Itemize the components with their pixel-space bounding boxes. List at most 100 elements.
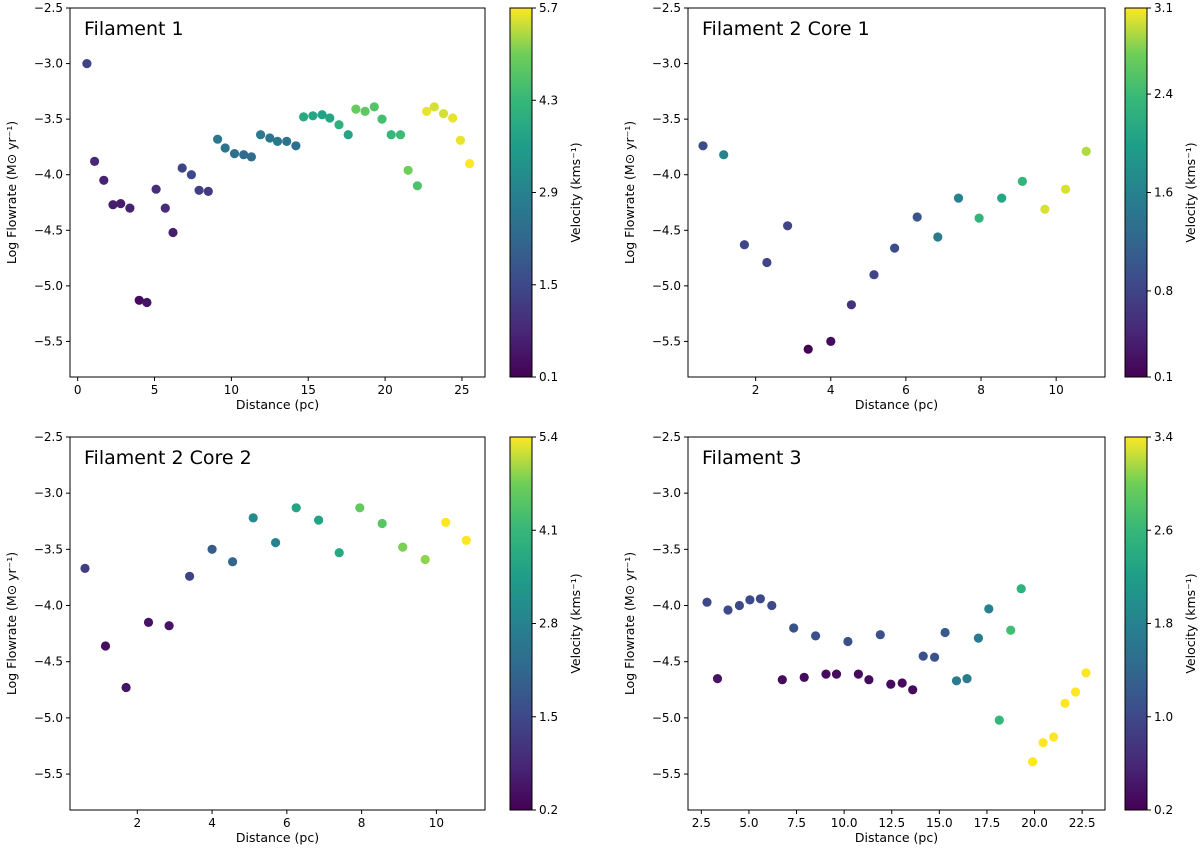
data-point (377, 114, 387, 124)
data-point (698, 141, 708, 151)
data-point (962, 674, 972, 684)
data-point (116, 199, 126, 209)
colorbar-label: Velocity (kms⁻¹) (1183, 142, 1198, 242)
y-tick-label: −4.0 (652, 599, 681, 613)
data-point (99, 175, 109, 185)
data-point (291, 503, 301, 513)
data-point (745, 595, 755, 605)
data-point (271, 538, 281, 548)
colorbar-label: Velocity (kms⁻¹) (568, 142, 583, 242)
data-point (272, 136, 283, 146)
colorbar-tick-label: 4.1 (539, 523, 558, 537)
data-point (918, 651, 928, 661)
y-tick-label: −3.0 (652, 57, 681, 71)
data-point (853, 669, 864, 679)
data-point (420, 554, 430, 565)
x-tick-label: 6 (283, 816, 291, 830)
data-point (220, 143, 230, 153)
data-point (334, 548, 344, 558)
x-tick-label: 2 (752, 383, 760, 397)
colorbar-tick-label: 0.1 (539, 370, 558, 384)
data-point (702, 597, 712, 607)
y-tick-label: −5.5 (652, 334, 681, 348)
data-point (869, 270, 879, 280)
data-point (994, 715, 1004, 725)
colorbar-tick-label: 1.5 (539, 710, 558, 724)
y-tick-label: −5.5 (652, 767, 681, 781)
data-point (1038, 738, 1048, 748)
data-point (734, 600, 745, 611)
data-point (864, 675, 874, 685)
data-point (789, 623, 799, 633)
data-point (821, 669, 831, 679)
y-tick-label: −5.5 (34, 767, 63, 781)
data-point (317, 110, 327, 120)
x-tick-label: 20 (377, 383, 392, 397)
plot-frame (69, 7, 486, 378)
data-point (912, 212, 922, 222)
data-point (314, 515, 324, 525)
colorbar (510, 8, 532, 377)
data-point (108, 200, 118, 210)
data-point (739, 240, 750, 250)
data-point (777, 675, 787, 685)
data-point (1081, 668, 1091, 678)
data-point (1061, 184, 1071, 194)
data-point (308, 111, 318, 121)
data-point (386, 130, 396, 140)
y-tick-label: −3.5 (652, 542, 681, 556)
colorbar-tick-label: 1.0 (1154, 710, 1173, 724)
data-point (974, 213, 984, 223)
colorbar-tick-label: 2.4 (1154, 87, 1173, 101)
data-point (360, 106, 370, 116)
data-point (186, 170, 196, 180)
plot-frame (687, 436, 1106, 811)
panel-title: Filament 3 (702, 447, 802, 469)
data-point (194, 185, 204, 195)
x-tick-label: 22.5 (1069, 816, 1096, 830)
colorbar-tick-label: 4.3 (539, 93, 558, 107)
data-point (811, 631, 821, 641)
colorbar-tick-label: 0.2 (1154, 803, 1173, 817)
y-tick-label: −5.0 (652, 711, 681, 725)
data-point (438, 109, 449, 119)
y-tick-label: −3.5 (34, 542, 63, 556)
data-point (448, 113, 458, 123)
x-tick-label: 15 (301, 383, 316, 397)
colorbar-tick-label: 5.4 (539, 430, 558, 444)
data-point (185, 571, 195, 581)
x-tick-label: 10 (224, 383, 239, 397)
data-point (762, 257, 772, 268)
y-axis-label: Log Flowrate (M⊙ yr⁻¹) (622, 552, 637, 695)
colorbar (1125, 437, 1147, 810)
x-axis-label: Distance (pc) (236, 397, 319, 412)
plot-frame (69, 436, 486, 811)
data-point (142, 297, 152, 308)
x-tick-label: 8 (358, 816, 366, 830)
data-point (461, 535, 471, 546)
panel-title: Filament 1 (84, 18, 184, 40)
x-tick-label: 20.0 (1021, 816, 1048, 830)
x-tick-label: 25 (454, 383, 469, 397)
data-point (940, 627, 950, 638)
y-tick-label: −3.0 (34, 486, 63, 500)
data-point (151, 184, 161, 194)
data-point (897, 678, 907, 688)
data-point (164, 621, 174, 631)
x-tick-label: 7.5 (787, 816, 806, 830)
data-point (168, 227, 178, 238)
data-point (826, 336, 836, 346)
y-tick-label: −4.0 (34, 168, 63, 182)
data-point (1049, 732, 1059, 742)
data-point (377, 518, 387, 529)
colorbar-tick-label: 3.1 (1154, 1, 1173, 15)
panel-title: Filament 2 Core 2 (84, 447, 252, 469)
data-point (1060, 698, 1070, 708)
x-axis-label: Distance (pc) (236, 830, 319, 845)
x-tick-label: 17.5 (974, 816, 1001, 830)
data-point (890, 243, 900, 253)
data-point (930, 652, 940, 662)
x-tick-label: 2.5 (692, 816, 711, 830)
y-tick-label: −3.0 (652, 486, 681, 500)
y-tick-label: −2.5 (652, 430, 681, 444)
